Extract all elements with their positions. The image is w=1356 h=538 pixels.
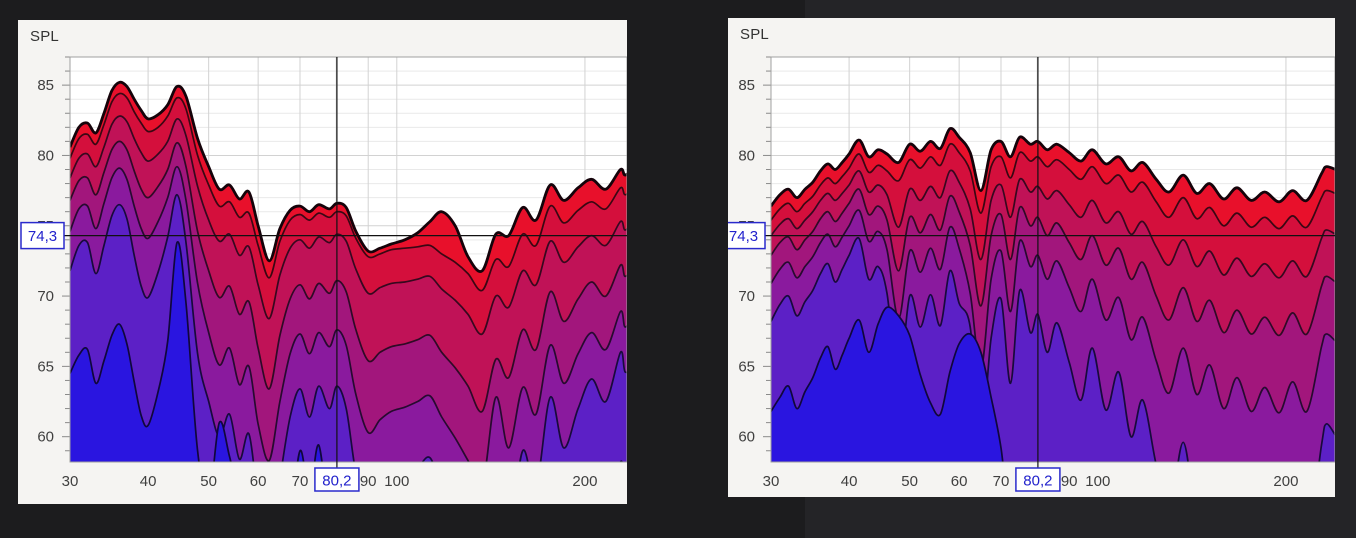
outline-layer-1-max	[70, 80, 627, 273]
plot-border	[770, 56, 1335, 463]
outline-layer-7-min	[70, 241, 623, 462]
area-layer-7-min	[70, 241, 622, 462]
y-tick-label: 70	[738, 288, 755, 305]
data-layers	[70, 80, 627, 462]
y-tick-label: 85	[37, 77, 54, 94]
cursor-freq-box	[1015, 467, 1061, 492]
x-tick-label: 70	[292, 473, 309, 490]
cursor-freq-label: 80,2	[1023, 473, 1052, 490]
outline-layer-6	[771, 236, 1335, 462]
outline-layer-4	[771, 188, 1335, 337]
x-tick-label: 40	[140, 473, 157, 490]
data-layers	[771, 127, 1335, 462]
cursor-freq-label: 80,2	[322, 473, 351, 490]
cursor-spl-box	[728, 221, 766, 250]
cursor-spl-box	[20, 221, 65, 250]
outline-layer-1-max	[771, 127, 1335, 207]
plot-border	[69, 56, 627, 463]
y-tick-label: 80	[738, 147, 755, 164]
x-tick-label: 200	[572, 473, 597, 490]
x-tick-label: 60	[250, 473, 267, 490]
y-tick-label: 85	[738, 77, 755, 94]
graph-title: SPL	[740, 26, 769, 43]
y-tick-label: 60	[738, 429, 755, 446]
spl-chart-svg: 85807570656030405060709010020074,380,2	[728, 56, 1335, 492]
x-tick-label: 100	[384, 473, 409, 490]
y-tick-label: 65	[37, 358, 54, 375]
spl-graph-window-right: SPL 85807570656030405060709010020074,380…	[728, 18, 1335, 497]
outline-layer-5	[70, 165, 627, 462]
x-tick-label: 70	[993, 473, 1010, 490]
y-tick-label: 80	[37, 147, 54, 164]
spl-chart-svg: 85807570656030405060709010020074,380,2	[20, 56, 627, 492]
x-tick-label: 50	[200, 473, 217, 490]
area-layer-5	[70, 166, 627, 462]
outline-layer-7-min	[771, 306, 1004, 462]
x-tick-label: 90	[360, 473, 377, 490]
x-tick-label: 90	[1061, 473, 1078, 490]
outline-layer-2	[771, 142, 1335, 230]
x-tick-label: 60	[951, 473, 968, 490]
x-tick-label: 30	[763, 473, 780, 490]
cursor-spl-label: 74,3	[729, 228, 758, 245]
graph-title: SPL	[30, 28, 59, 45]
y-tick-label: 60	[37, 429, 54, 446]
x-tick-label: 100	[1085, 473, 1110, 490]
spl-graph-window-left: SPL 85807570656030405060709010020074,380…	[18, 20, 627, 504]
y-tick-label: 70	[37, 288, 54, 305]
outline-layer-3	[70, 115, 627, 336]
outline-layer-2	[70, 92, 627, 292]
outline-layer-3	[771, 169, 1335, 279]
x-tick-label: 200	[1273, 473, 1298, 490]
outline-layer-6	[70, 193, 627, 462]
x-tick-label: 30	[62, 473, 79, 490]
x-tick-label: 50	[901, 473, 918, 490]
cursor-spl-label: 74,3	[28, 228, 57, 245]
outline-layer-5	[771, 209, 1335, 414]
x-tick-label: 40	[841, 473, 858, 490]
y-tick-label: 65	[738, 358, 755, 375]
area-layer-7-min	[771, 307, 1003, 462]
outline-layer-4	[70, 140, 627, 413]
cursor-freq-box	[314, 467, 360, 492]
